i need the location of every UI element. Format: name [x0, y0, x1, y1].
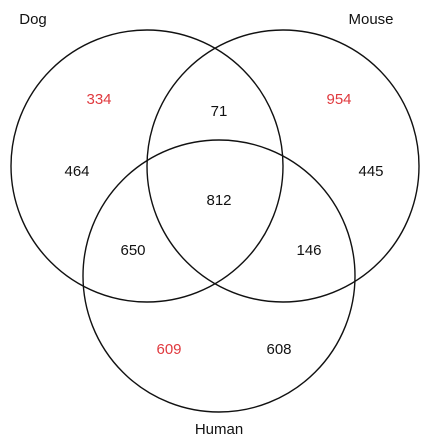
- set-label: Human: [195, 421, 243, 438]
- set-label: Dog: [19, 11, 47, 28]
- set-label: Mouse: [348, 11, 393, 28]
- mouse-circle: [146, 29, 420, 303]
- region-count: 608: [266, 341, 291, 358]
- region-count: 71: [211, 103, 228, 120]
- region-count: 954: [326, 91, 351, 108]
- region-count: 464: [64, 163, 89, 180]
- region-count: 334: [86, 91, 111, 108]
- dog-circle: [10, 29, 284, 303]
- region-count: 146: [296, 242, 321, 259]
- region-count: 445: [358, 163, 383, 180]
- region-count: 812: [206, 192, 231, 209]
- region-count: 650: [120, 242, 145, 259]
- human-circle: [82, 139, 356, 413]
- region-count: 609: [156, 341, 181, 358]
